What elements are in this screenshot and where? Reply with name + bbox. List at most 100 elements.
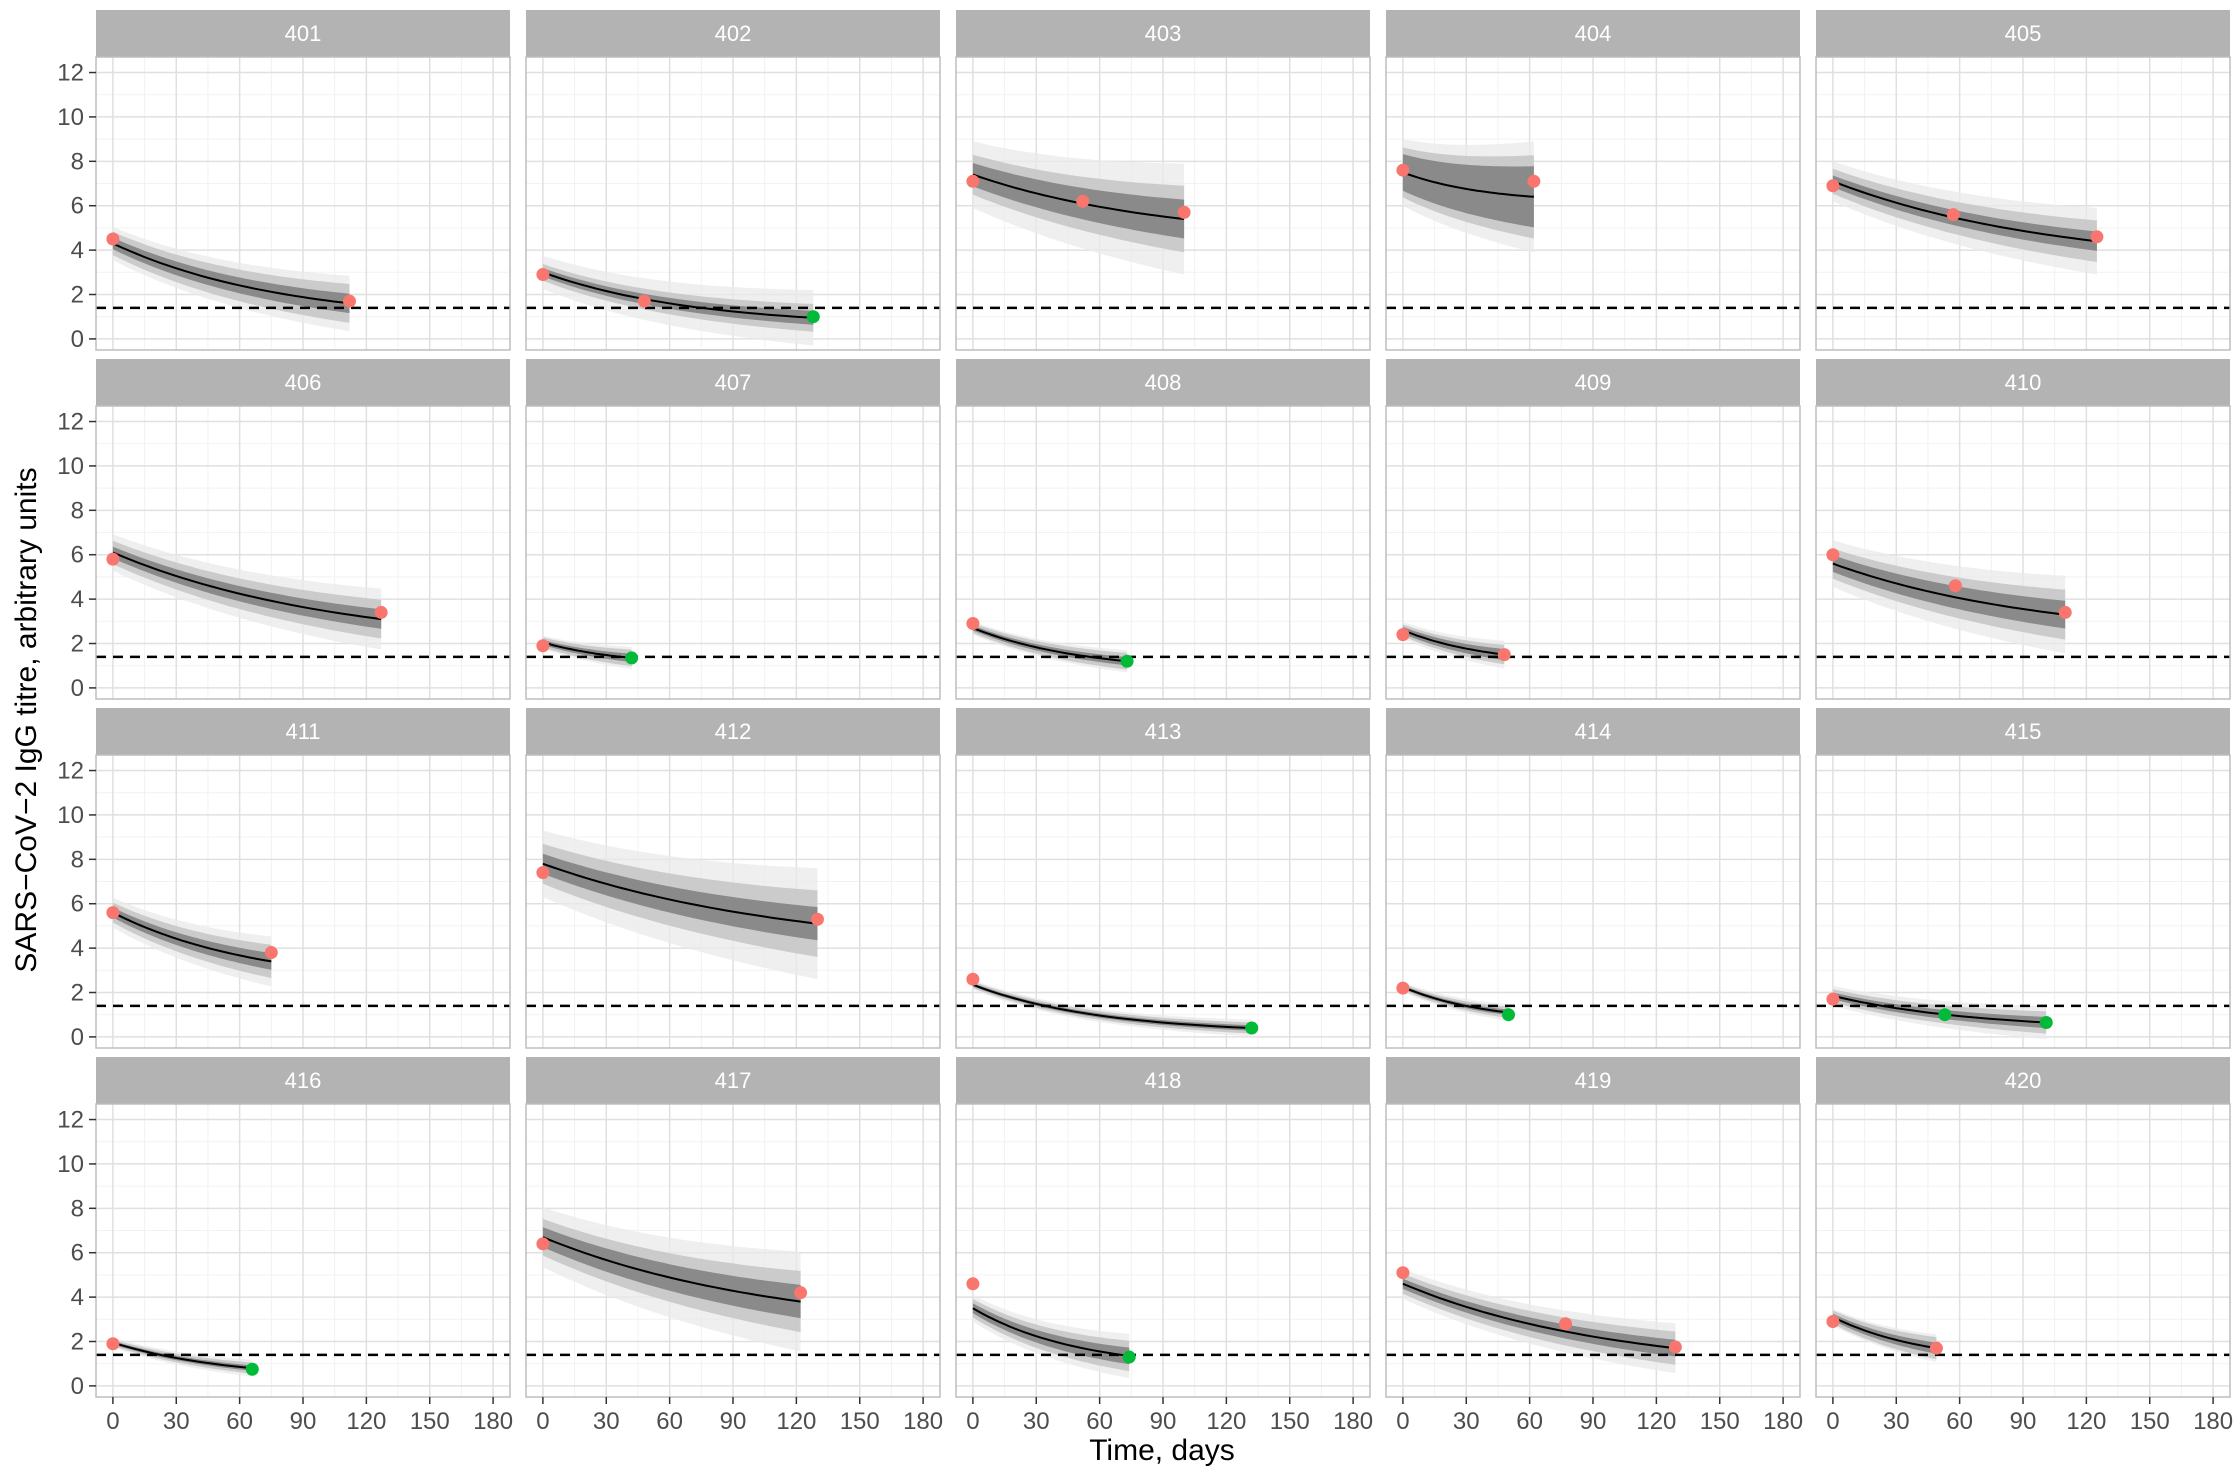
data-point [536, 866, 550, 880]
facet-label: 420 [2005, 1068, 2042, 1093]
panel-401: 401 0 2 4 6 8 10 12 [57, 10, 511, 353]
data-point [245, 1362, 259, 1376]
data-point [1120, 654, 1134, 668]
y-tick-label: 0 [71, 1024, 84, 1051]
panel-border [95, 405, 511, 700]
fit-line [112, 911, 272, 963]
data-point [1826, 1315, 1840, 1329]
data-point [1497, 648, 1511, 662]
data-point [1929, 1341, 1943, 1355]
data-point [2039, 1015, 2053, 1029]
data-point [1396, 628, 1410, 642]
fit-line [112, 242, 350, 305]
x-tick-label: 150 [840, 1408, 880, 1435]
x-tick-label: 120 [346, 1408, 386, 1435]
facet-strip [526, 1057, 940, 1104]
panel-border [1815, 405, 2231, 700]
y-tick-label: 2 [71, 1329, 84, 1356]
y-tick-label: 8 [71, 497, 84, 524]
facet-label: 403 [1145, 21, 1182, 46]
facet-label: 409 [1575, 370, 1612, 395]
fit-line [542, 862, 818, 925]
panel-border [1815, 56, 2231, 351]
facet-strip [956, 10, 1370, 57]
y-tick-label: 2 [71, 631, 84, 658]
panel-border [955, 754, 1371, 1049]
y-tick-label: 8 [71, 1195, 84, 1222]
data-point [1668, 1340, 1682, 1354]
x-tick-label: 180 [1333, 1408, 1373, 1435]
y-tick-label: 10 [57, 104, 84, 131]
panel-403: 403 [955, 10, 1371, 351]
credible-band [972, 625, 1128, 666]
y-tick-label: 8 [71, 148, 84, 175]
panel-border [955, 405, 1371, 700]
facet-strip [526, 359, 940, 406]
x-tick-label: 60 [656, 1408, 683, 1435]
panel-406: 406 0 2 4 6 8 10 12 [57, 359, 511, 702]
x-tick-label: 60 [226, 1408, 253, 1435]
facet-strip [1816, 10, 2230, 57]
x-tick-label: 0 [536, 1408, 549, 1435]
panel-border [1815, 754, 2231, 1049]
facet-label: 411 [285, 719, 320, 744]
y-tick-label: 4 [71, 1284, 84, 1311]
facet-label: 401 [285, 21, 322, 46]
fit-line [542, 1236, 801, 1303]
facet-strip [96, 359, 510, 406]
panel-410: 410 [1815, 359, 2231, 700]
x-tick-label: 150 [1270, 1408, 1310, 1435]
fit-line [1402, 171, 1534, 198]
x-tick-label: 180 [903, 1408, 943, 1435]
facet-strip [1386, 359, 1800, 406]
data-point [1826, 992, 1840, 1006]
data-point [966, 174, 980, 188]
facet-strip [1386, 708, 1800, 755]
y-tick-label: 12 [57, 409, 84, 436]
x-tick-label: 90 [290, 1408, 317, 1435]
x-tick-label: 120 [776, 1408, 816, 1435]
x-tick-label: 180 [473, 1408, 513, 1435]
y-tick-label: 12 [57, 758, 84, 785]
x-tick-label: 30 [593, 1408, 620, 1435]
facet-strip [1386, 1057, 1800, 1104]
y-tick-label: 10 [57, 1151, 84, 1178]
x-axis-title: Time, days [1089, 1434, 1235, 1467]
data-point [106, 552, 120, 566]
panel-417: 417 0 30 60 90 120 150 180 [525, 1057, 943, 1435]
facet-strip [526, 708, 940, 755]
facet-label: 413 [1145, 719, 1182, 744]
x-tick-label: 0 [106, 1408, 119, 1435]
x-tick-label: 0 [966, 1408, 979, 1435]
panel-418: 418 0 30 60 90 120 150 180 [955, 1057, 1373, 1435]
data-point [966, 1277, 980, 1291]
facet-strip [956, 359, 1370, 406]
x-tick-label: 60 [1946, 1408, 1973, 1435]
fit-line [972, 1307, 1130, 1357]
y-tick-label: 8 [71, 846, 84, 873]
y-axis-title: SARS−CoV−2 IgG titre, arbitrary units [10, 467, 43, 972]
data-point [374, 605, 388, 619]
data-point [1245, 1021, 1259, 1035]
fit-line [542, 271, 814, 319]
fit-line [1402, 1282, 1676, 1350]
x-tick-label: 90 [720, 1408, 747, 1435]
y-tick-label: 12 [57, 60, 84, 87]
x-tick-label: 90 [2010, 1408, 2037, 1435]
facet-label: 415 [2005, 719, 2042, 744]
y-tick-label: 6 [71, 891, 84, 918]
fit-line [972, 627, 1128, 663]
panel-413: 413 [955, 708, 1371, 1049]
x-tick-label: 30 [1023, 1408, 1050, 1435]
y-tick-label: 10 [57, 453, 84, 480]
x-tick-label: 120 [1636, 1408, 1676, 1435]
panel-402: 402 [525, 10, 941, 351]
credible-band [1832, 555, 2066, 629]
data-point [1938, 1008, 1952, 1022]
x-tick-label: 0 [1826, 1408, 1839, 1435]
y-tick-label: 12 [57, 1107, 84, 1134]
fit-line [1402, 629, 1505, 656]
facet-strip [1386, 10, 1800, 57]
fit-line [112, 551, 382, 621]
x-tick-label: 180 [1763, 1408, 1803, 1435]
